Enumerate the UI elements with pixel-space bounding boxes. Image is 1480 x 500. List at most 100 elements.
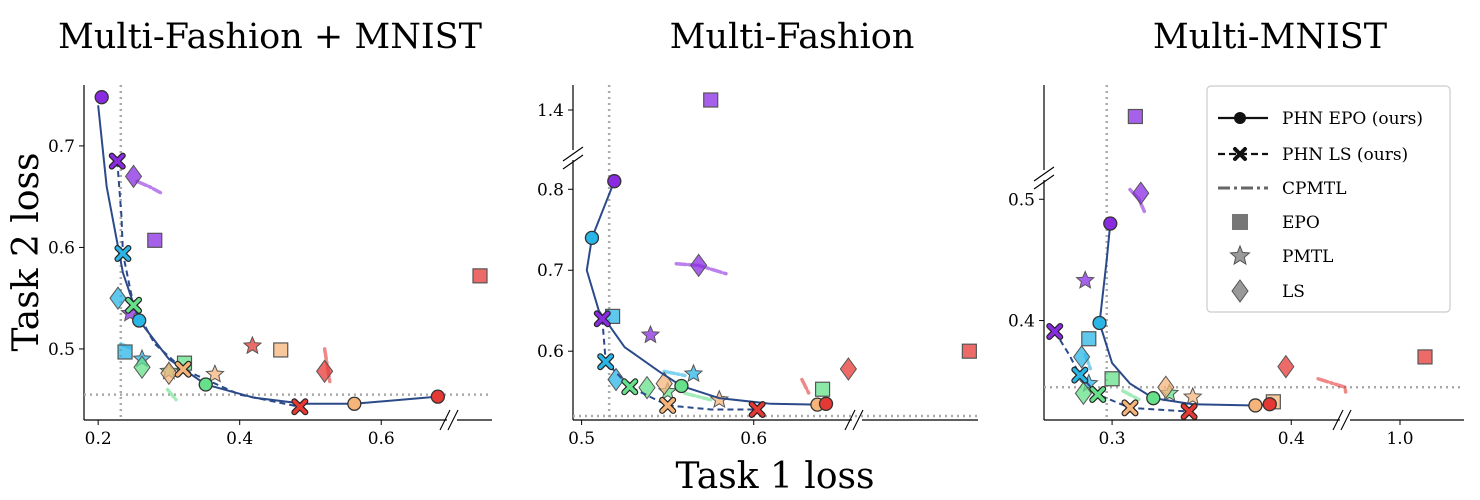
legend-entry: CPMTL <box>1218 179 1346 199</box>
y-tick-label: 0.8 <box>537 180 564 200</box>
legend-box <box>1206 85 1451 313</box>
x-tick-label: 0.3 <box>1099 429 1126 449</box>
ls-diamond <box>109 286 127 311</box>
pmtl-star <box>683 363 704 383</box>
epo-square <box>1127 108 1143 125</box>
cpmtl-curve <box>662 369 687 378</box>
y-tick-label: 0.5 <box>48 340 75 360</box>
phn-ls-marker <box>1046 322 1064 340</box>
epo-square <box>1104 371 1120 387</box>
phn-ls-line <box>1053 330 1190 413</box>
legend-entry: PMTL <box>1229 244 1333 267</box>
phn-epo-marker <box>1146 391 1161 406</box>
ls-diamond <box>607 367 625 392</box>
legend-label: LS <box>1282 282 1305 302</box>
x-tick-label: 0.6 <box>368 429 395 449</box>
panel-data-2 <box>584 92 977 418</box>
ls-diamond <box>1132 181 1150 206</box>
ls-diamond <box>1157 375 1175 400</box>
phn-epo-marker <box>430 389 445 404</box>
y-tick-label: 0.6 <box>537 342 564 362</box>
ls-diamond <box>133 355 151 380</box>
epo-square <box>814 381 831 397</box>
phn-epo-marker <box>584 230 600 246</box>
legend-square-icon <box>1232 214 1248 230</box>
ls-diamond <box>315 359 334 384</box>
x-tick-label: 0.6 <box>740 429 767 449</box>
ls-diamond <box>160 361 178 386</box>
phn-ls-marker <box>593 310 611 328</box>
phn-epo-marker <box>347 396 362 411</box>
y-axis-break <box>1033 166 1055 190</box>
legend-entry: PHN EPO (ours) <box>1218 109 1423 129</box>
phn-epo-line <box>585 180 827 406</box>
ls-diamond <box>638 375 656 400</box>
legend-x-icon <box>1233 147 1247 161</box>
phn-ls-marker <box>114 245 132 263</box>
panel-title: Multi-Fashion + MNIST <box>58 17 482 57</box>
epo-square <box>147 232 163 248</box>
legend-label: PMTL <box>1282 247 1333 267</box>
phn-epo-marker <box>607 174 622 189</box>
epo-square <box>1081 331 1097 347</box>
y-axis-label: Task 2 loss <box>6 153 47 352</box>
phn-epo-marker <box>818 396 834 411</box>
y-tick-label: 0.7 <box>48 137 75 157</box>
pmtl-star <box>1075 270 1096 289</box>
pmtl-star <box>205 364 225 383</box>
phn-epo-line <box>1098 223 1270 407</box>
phn-epo-marker <box>1262 397 1277 412</box>
y-tick-label: 0.4 <box>1008 312 1035 332</box>
cpmtl-curve <box>165 387 178 402</box>
y-tick-label: 0.6 <box>48 238 75 258</box>
pmtl-star <box>242 335 263 355</box>
legend-entry: EPO <box>1232 213 1320 233</box>
phn-ls-marker <box>621 378 639 396</box>
y-axis-break <box>562 146 584 170</box>
legend-diamond-icon <box>1231 279 1249 303</box>
phn-ls-marker <box>174 360 192 378</box>
cpmtl-curve <box>135 179 163 195</box>
phn-ls-line <box>116 161 301 408</box>
phn-epo-marker <box>132 313 147 328</box>
cpmtl-curve <box>800 377 811 396</box>
legend: PHN EPO (ours) PHN LS (ours) CPMTL EPO PMTL L… <box>1206 85 1451 313</box>
phn-ls-marker <box>1180 403 1198 420</box>
panel-3: Multi-MNIST 0.3 0.4 1.0 0.4 0.5 <box>1008 17 1464 449</box>
cpmtl-curve <box>1316 377 1348 396</box>
phn-ls-marker <box>125 296 143 314</box>
x-tick-label: 0.4 <box>226 429 253 449</box>
x-axis-label: Task 1 loss <box>676 456 875 497</box>
legend-label: EPO <box>1282 213 1320 233</box>
x-tick-label: 0.2 <box>85 429 112 449</box>
x-tick-label: 1.0 <box>1386 429 1413 449</box>
legend-circle-icon <box>1234 112 1246 124</box>
ls-diamond <box>1073 345 1091 369</box>
pmtl-star <box>640 324 661 344</box>
phn-epo-line <box>97 105 438 405</box>
legend-star-icon <box>1229 244 1251 266</box>
phn-ls-line <box>601 318 758 411</box>
legend-label: PHN EPO (ours) <box>1282 109 1423 129</box>
panel-title: Multi-MNIST <box>1153 17 1387 57</box>
legend-entry: PHN LS (ours) <box>1218 145 1408 165</box>
phn-ls-marker <box>1071 366 1089 384</box>
phn-epo-marker <box>1248 398 1263 413</box>
panel-1: Multi-Fashion + MNIST 0.2 0.4 0.6 0.5 0.6 0.7 <box>48 17 492 449</box>
phn-ls-marker <box>1121 399 1139 417</box>
cpmtl-curve <box>1121 389 1141 402</box>
epo-square <box>117 344 133 360</box>
epo-square <box>961 343 977 359</box>
phn-ls-marker <box>659 396 677 414</box>
phn-ls-marker <box>291 398 309 416</box>
phn-epo-marker <box>1092 315 1107 331</box>
epo-square <box>703 92 719 108</box>
ls-diamond <box>839 357 858 381</box>
cpmtl-curve <box>683 391 713 402</box>
panel-2: Multi-Fashion 0.5 0.6 0.6 0.7 0.8 1.4 <box>537 17 978 449</box>
phn-epo-marker <box>94 90 109 105</box>
ls-diamond <box>690 253 708 278</box>
phn-ls-marker <box>108 152 126 170</box>
y-tick-label: 1.4 <box>537 101 564 121</box>
